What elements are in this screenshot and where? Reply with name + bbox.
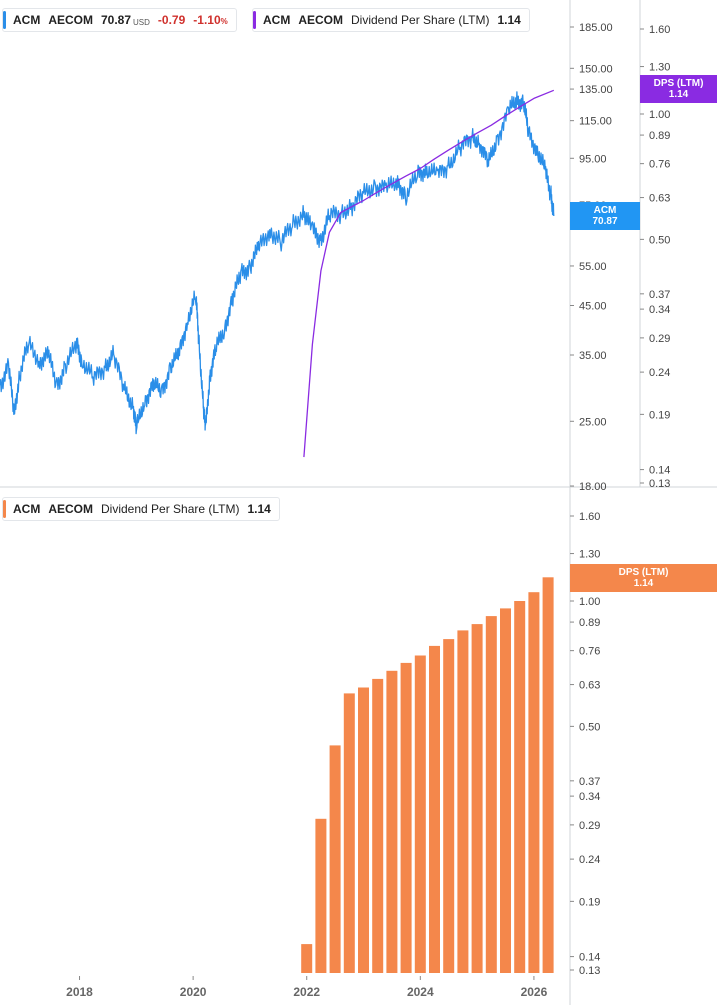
- dps-line-legend-color-bar: [253, 11, 256, 29]
- dps-bar-axis-tick: 1.30: [579, 549, 600, 561]
- dps-bar-legend-metric: Dividend Per Share (LTM): [101, 502, 240, 516]
- dps-bar-axis-tick: 0.89: [579, 617, 600, 629]
- dps-bar-panel: [301, 577, 554, 973]
- acm-price-line: [0, 91, 555, 435]
- dps-bar: [528, 592, 540, 973]
- dps-bar: [414, 655, 426, 973]
- dps-line-legend-metric: Dividend Per Share (LTM): [351, 13, 490, 27]
- dps-bar-axis-tick: 0.76: [579, 646, 600, 658]
- dps-bar: [471, 624, 483, 973]
- price-panel: [0, 89, 555, 458]
- dps-axis-tick: 1.00: [649, 109, 670, 121]
- price-legend-value: 70.87: [101, 13, 132, 27]
- dps-axis-tick: 1.60: [649, 24, 670, 36]
- dps-bar-axis-tick: 0.34: [579, 791, 600, 803]
- price-legend-unit: USD: [133, 17, 150, 27]
- x-axis-tick-label: 2022: [293, 985, 320, 999]
- acm-badge-ticker: ACM: [593, 205, 617, 216]
- price-axis-tick: 150.00: [579, 63, 613, 75]
- price-legend-ticker: ACM: [13, 13, 41, 27]
- x-axis-tick-label: 2018: [66, 985, 93, 999]
- price-axis-tick: 95.00: [579, 153, 607, 165]
- dps-bar-axis-tick: 0.24: [579, 854, 600, 866]
- price-legend-change-pct: -1.10%: [193, 13, 227, 27]
- price-axis-tick: 45.00: [579, 300, 607, 312]
- dps-bottom-badge-label: DPS (LTM): [618, 567, 669, 578]
- dps-bottom-badge: DPS (LTM) 1.14: [570, 564, 717, 592]
- dps-bar: [485, 616, 497, 973]
- dps-bar-legend-ticker: ACM: [13, 502, 41, 516]
- dps-bar: [514, 601, 526, 973]
- dps-bar: [400, 662, 412, 973]
- price-legend-pct-sign: %: [220, 17, 228, 26]
- dps-bar: [443, 639, 455, 973]
- dps-bar: [542, 577, 554, 973]
- dps-bar-axis-tick: 1.00: [579, 596, 600, 608]
- dps-bar-legend[interactable]: ACM AECOM Dividend Per Share (LTM) 1.14: [2, 497, 280, 521]
- dps-bar: [315, 818, 327, 973]
- dps-axis-tick: 0.14: [649, 465, 670, 477]
- dps-bar-axis-tick: 0.50: [579, 721, 600, 733]
- dps-top-badge-value: 1.14: [668, 89, 689, 100]
- dps-axis-tick: 0.63: [649, 193, 670, 205]
- dps-bar-axis-tick: 0.37: [579, 776, 600, 788]
- dps-axis-tick: 0.50: [649, 234, 670, 246]
- dps-bar: [343, 693, 355, 973]
- dps-top-badge: DPS (LTM) 1.14: [640, 75, 717, 103]
- dps-line: [303, 89, 555, 458]
- x-axis-tick-label: 2024: [407, 985, 434, 999]
- axes-group: 185.00150.00135.00115.0095.0075.0055.004…: [66, 0, 670, 1005]
- dps-bar-axis-tick: 0.13: [579, 965, 600, 977]
- dps-bar: [329, 745, 341, 973]
- dps-bar-axis-tick: 0.19: [579, 896, 600, 908]
- dps-axis-tick: 0.76: [649, 159, 670, 171]
- price-axis-tick: 35.00: [579, 350, 607, 362]
- dps-bar-legend-value: 1.14: [247, 502, 271, 516]
- price-axis-tick: 135.00: [579, 84, 613, 96]
- x-axis-tick-label: 2026: [521, 985, 548, 999]
- dps-bar-axis-tick: 0.14: [579, 952, 600, 964]
- price-axis-tick: 115.00: [579, 116, 612, 128]
- price-axis-tick: 25.00: [579, 416, 607, 428]
- price-legend[interactable]: ACM AECOM 70.87 USD -0.79 -1.10%: [2, 8, 237, 32]
- dps-bar: [429, 645, 440, 973]
- dps-bottom-badge-value: 1.14: [633, 578, 654, 589]
- dps-axis-tick: 0.19: [649, 409, 670, 421]
- acm-price-badge: ACM 70.87: [570, 202, 640, 230]
- dps-bar-axis-tick: 0.63: [579, 680, 600, 692]
- dps-top-badge-label: DPS (LTM): [653, 78, 704, 89]
- dps-line-legend-value: 1.14: [497, 13, 521, 27]
- price-axis-tick: 18.00: [579, 481, 607, 493]
- price-legend-color-bar: [3, 11, 6, 29]
- dps-axis-tick: 0.37: [649, 289, 670, 301]
- dps-bar: [500, 608, 511, 973]
- dps-bar-axis-tick: 0.29: [579, 820, 600, 832]
- dps-bar: [457, 630, 469, 973]
- dps-line-legend-name: AECOM: [298, 13, 343, 27]
- dps-bar: [386, 670, 398, 973]
- dps-bar: [372, 678, 384, 973]
- dps-bar: [301, 944, 313, 973]
- dps-bar-legend-color-bar: [3, 500, 6, 518]
- dps-axis-tick: 0.13: [649, 478, 670, 490]
- price-legend-name: AECOM: [48, 13, 93, 27]
- acm-badge-value: 70.87: [592, 216, 618, 227]
- price-axis-tick: 185.00: [579, 22, 613, 34]
- dps-axis-tick: 0.29: [649, 333, 670, 345]
- dps-line-legend-ticker: ACM: [263, 13, 291, 27]
- x-axis-tick-label: 2020: [180, 985, 207, 999]
- dps-axis-tick: 0.34: [649, 304, 670, 316]
- dps-bar: [358, 687, 369, 973]
- dps-axis-tick: 0.24: [649, 367, 670, 379]
- price-legend-change: -0.79: [157, 13, 186, 27]
- dps-axis-tick: 1.30: [649, 62, 670, 74]
- dps-axis-tick: 0.89: [649, 130, 670, 142]
- price-axis-tick: 55.00: [579, 261, 607, 273]
- dps-bar-legend-name: AECOM: [48, 502, 93, 516]
- dps-bar-axis-tick: 1.60: [579, 511, 600, 523]
- dps-line-legend[interactable]: ACM AECOM Dividend Per Share (LTM) 1.14: [252, 8, 530, 32]
- price-legend-change-pct-value: -1.10: [193, 13, 221, 27]
